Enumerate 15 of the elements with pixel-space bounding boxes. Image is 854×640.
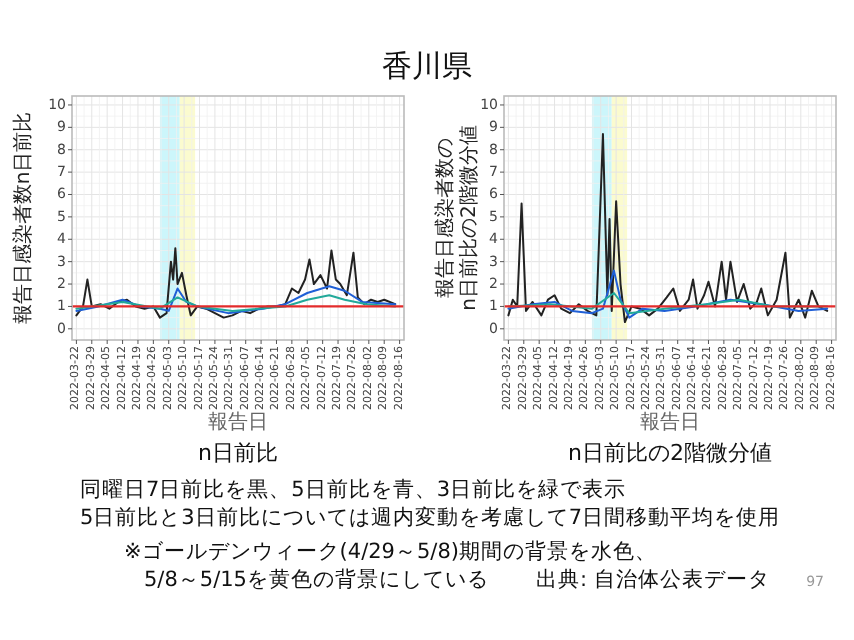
- text: n日前比の2階微分値: [568, 440, 772, 466]
- y-axis-title: 報告日感染者数のn日前比の2階微分値: [433, 125, 481, 311]
- chart-title: 香川県: [382, 48, 472, 84]
- source-note: 出典: 自治体公表データ: [536, 566, 770, 592]
- text: 5日前比と3日前比については週内変動を考慮して7日間移動平均を使用: [80, 504, 781, 530]
- y-axis-title: 報告日感染者数n日前比: [11, 111, 35, 325]
- x-axis-title: 報告日: [208, 410, 268, 434]
- text: 5/8～5/15を黄色の背景にしている: [144, 566, 489, 592]
- text: n日前比: [198, 440, 278, 466]
- x-axis-title: 報告日: [640, 410, 700, 434]
- line-series: [507, 269, 829, 319]
- line-series: [507, 133, 829, 324]
- text: 同曜日7日前比を黒、5日前比を青、3日前比を緑で表示: [80, 476, 627, 502]
- line-series: [75, 247, 397, 319]
- text: ※ゴールデンウィーク(4/29～5/8)期間の背景を水色、: [124, 538, 657, 564]
